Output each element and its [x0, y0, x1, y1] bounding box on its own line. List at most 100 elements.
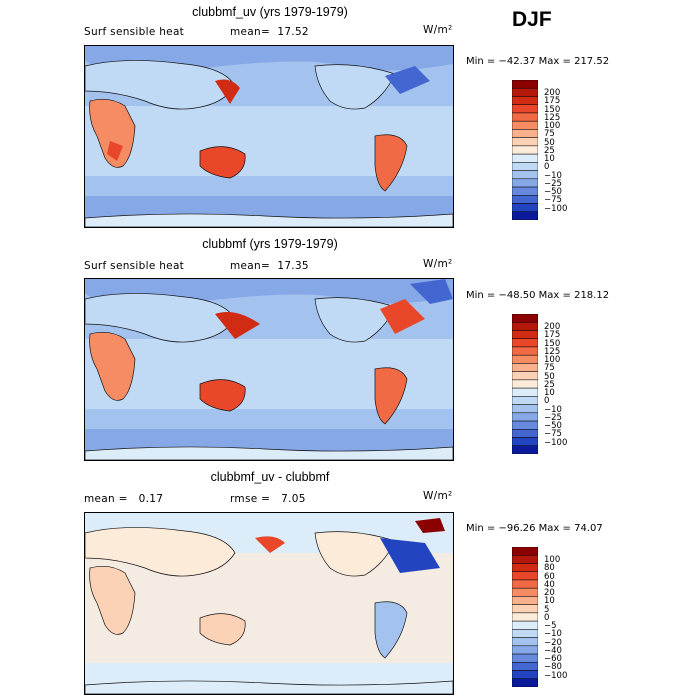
colorbar-label: −20 [544, 637, 562, 648]
panel-3-rmse: rmse = 7.05 [230, 493, 306, 505]
colorbar-label: 5 [544, 604, 550, 615]
north-america-land [314, 531, 396, 577]
colorbar-label: 150 [544, 104, 561, 115]
colorbar-label: −5 [544, 621, 557, 632]
panel-1-mean: mean= 17.52 [230, 26, 309, 38]
colorbar-swatch [512, 404, 538, 414]
colorbar-swatch [512, 387, 538, 397]
colorbar-swatch [512, 371, 538, 381]
colorbar-swatch [512, 137, 538, 147]
colorbar-label: 100 [544, 121, 561, 132]
colorbar-label: 0 [544, 162, 550, 173]
southern-africa-heat [107, 141, 123, 161]
colorbar-swatch [512, 645, 538, 655]
panel-2-colorbar [512, 314, 538, 454]
colorbar-swatch [512, 637, 538, 647]
colorbar-label: 60 [544, 571, 555, 582]
colorbar-swatch [512, 579, 538, 589]
colorbar-swatch [512, 604, 538, 614]
panel-3-minmax: Min = −96.26 Max = 74.07 [466, 523, 603, 534]
panel-1-map-svg [85, 46, 453, 227]
colorbar-label: 200 [544, 88, 561, 99]
panel-2-mean: mean= 17.35 [230, 260, 309, 272]
panel-1-variable-label: Surf sensible heat [84, 26, 185, 38]
colorbar-swatch [512, 653, 538, 663]
panel-1-colorbar [512, 80, 538, 220]
colorbar-swatch [512, 211, 538, 220]
south-america-land [374, 134, 408, 192]
colorbar-swatch [512, 445, 538, 454]
panel-1-colorbar-svg [512, 80, 538, 220]
panel-1-title: clubbmf_uv (yrs 1979-1979) [192, 5, 348, 19]
colorbar-label: −10 [544, 404, 562, 415]
panel-3-mean: mean = 0.17 [84, 493, 164, 505]
kuroshio-anomaly [255, 536, 285, 553]
colorbar-label: −75 [544, 429, 562, 440]
panel-1-minmax: Min = −42.37 Max = 217.52 [466, 56, 610, 67]
colorbar-swatch [512, 354, 538, 364]
colorbar-swatch [512, 80, 538, 89]
colorbar-label: 40 [544, 579, 555, 590]
colorbar-swatch [512, 363, 538, 372]
colorbar-swatch [512, 330, 538, 339]
antarctica-land [85, 446, 453, 460]
colorbar-label: −100 [544, 203, 568, 214]
colorbar-swatch [512, 195, 538, 204]
colorbar-swatch [512, 554, 538, 564]
colorbar-label: −10 [544, 170, 562, 181]
colorbar-label: 125 [544, 346, 561, 357]
colorbar-label: 100 [544, 355, 561, 366]
colorbar-swatch [512, 314, 538, 323]
colorbar-label: −60 [544, 654, 562, 665]
australia-land [199, 379, 246, 412]
colorbar-swatch [512, 203, 538, 213]
colorbar-label: −100 [544, 670, 568, 681]
colorbar-label: 0 [544, 396, 550, 407]
colorbar-label: 175 [544, 96, 561, 107]
colorbar-label: 200 [544, 322, 561, 333]
panel-1-units: W/m² [423, 24, 453, 36]
colorbar-label: −25 [544, 412, 562, 423]
colorbar-swatch [512, 321, 538, 331]
colorbar-label: 75 [544, 363, 555, 374]
panel-2-colorbar-svg [512, 314, 538, 454]
greenland-anomaly [415, 518, 445, 533]
colorbar-swatch [512, 104, 538, 114]
colorbar-swatch [512, 338, 538, 348]
colorbar-swatch [512, 662, 538, 671]
eurasia-land [85, 293, 236, 343]
australia-land [199, 146, 246, 179]
colorbar-swatch [512, 178, 538, 188]
africa-land [89, 332, 136, 401]
panel-2-units: W/m² [423, 258, 453, 270]
panel-3-map-svg [85, 513, 453, 694]
colorbar-swatch [512, 429, 538, 438]
season-label: DJF [512, 8, 552, 31]
colorbar-swatch [512, 170, 538, 180]
colorbar-label: −100 [544, 437, 568, 448]
colorbar-swatch [512, 596, 538, 605]
colorbar-swatch [512, 129, 538, 138]
eurasia-land [85, 527, 236, 577]
panel-2-map [84, 278, 454, 461]
panel-2-map-svg [85, 279, 453, 460]
colorbar-swatch [512, 420, 538, 430]
colorbar-swatch [512, 670, 538, 680]
colorbar-swatch [512, 96, 538, 105]
south-america-land [374, 367, 408, 425]
panel-2-title: clubbmf (yrs 1979-1979) [202, 237, 338, 251]
colorbar-swatch [512, 437, 538, 447]
colorbar-swatch [512, 145, 538, 155]
south-america-land [374, 601, 408, 659]
colorbar-swatch [512, 629, 538, 638]
japan-heat [215, 311, 260, 339]
australia-land [199, 613, 246, 646]
japan-heat [215, 79, 240, 104]
antarctica-land [85, 213, 453, 227]
north-america-land [314, 64, 396, 110]
colorbar-swatch [512, 612, 538, 622]
colorbar-label: −50 [544, 421, 562, 432]
colorbar-swatch [512, 346, 538, 356]
colorbar-swatch [512, 587, 538, 597]
colorbar-swatch [512, 379, 538, 389]
